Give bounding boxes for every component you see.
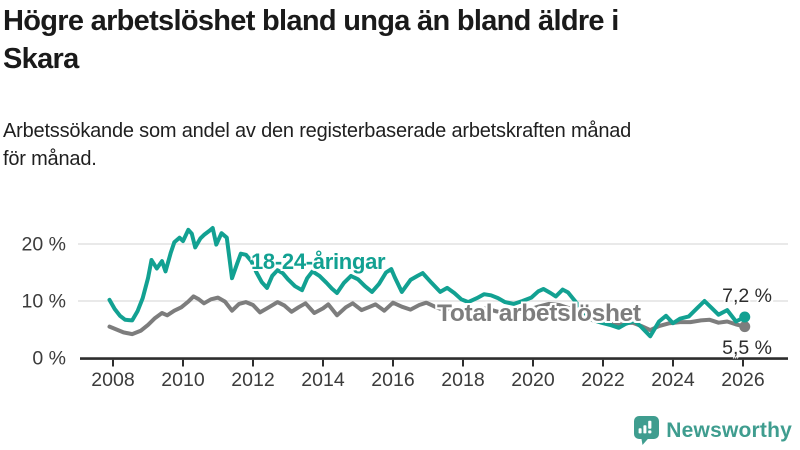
series-label-young: 18-24-åringar: [251, 249, 386, 274]
x-axis-label: 2016: [371, 369, 414, 391]
page-title: Högre arbetslöshet bland unga än bland ä…: [3, 5, 619, 75]
series-line-total: [107, 294, 747, 337]
newsworthy-logo-text: Newsworthy: [666, 418, 792, 442]
x-axis-label: 2026: [721, 369, 764, 391]
series-label-total: Total arbetslöshet: [437, 300, 641, 327]
x-axis-label: 2022: [581, 369, 624, 391]
x-axis-label: 2008: [91, 369, 134, 391]
end-value-label-total: 5,5 %: [722, 337, 772, 359]
x-axis-label: 2018: [441, 369, 484, 391]
series-end-dot-young: [739, 311, 751, 323]
newsworthy-logo-icon: [634, 416, 660, 445]
y-axis-label: 10 %: [22, 291, 66, 313]
series-line-young: [107, 226, 747, 339]
x-axis-label: 2010: [161, 369, 205, 391]
x-axis-label: 2024: [651, 369, 695, 391]
page-subtitle: Arbetssökande som andel av den registerb…: [3, 120, 632, 170]
x-axis-label: 2014: [301, 369, 345, 391]
y-axis-label: 20 %: [22, 234, 66, 256]
newsworthy-logo: Newsworthy: [634, 416, 792, 445]
x-axis-label: 2020: [511, 369, 555, 391]
series-end-dot-total: [739, 321, 751, 333]
x-axis-label: 2012: [231, 369, 274, 391]
end-value-label-young: 7,2 %: [722, 285, 772, 307]
y-axis-label: 0 %: [32, 348, 66, 370]
